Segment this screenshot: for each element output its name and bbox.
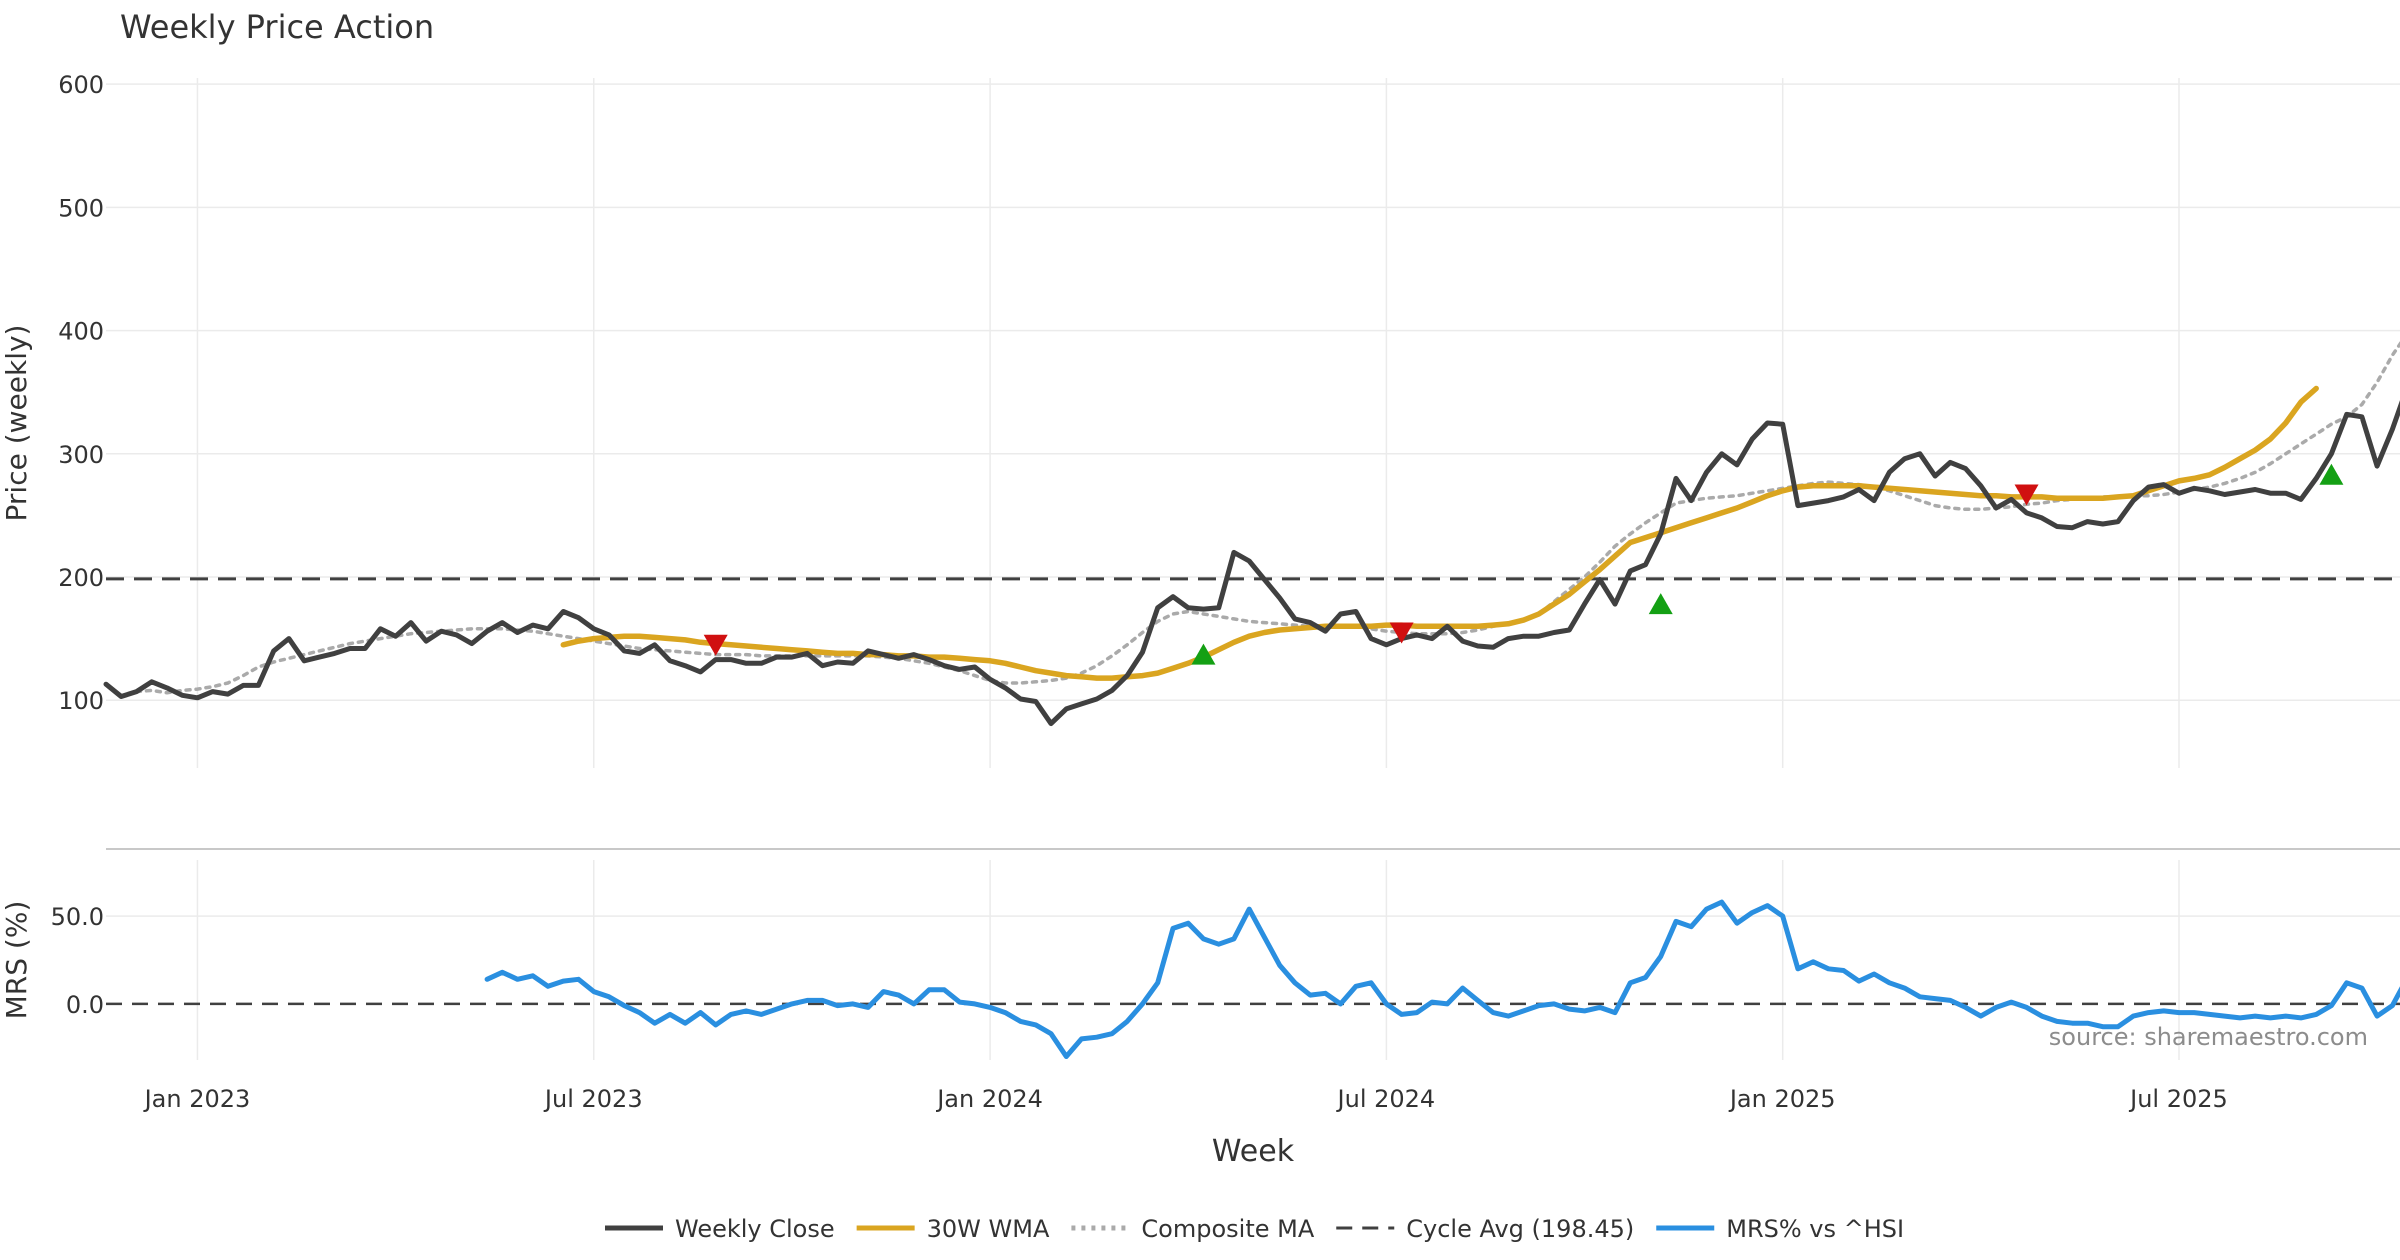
buy-signal-marker (2319, 463, 2344, 485)
price-y-axis-label: Price (weekly) (0, 325, 33, 522)
price-y-tick-label: 400 (58, 318, 104, 346)
mrs-y-tick-label: 50.0 (51, 903, 104, 931)
mrs-y-tick-labels: 0.0 50.0 (51, 903, 104, 1019)
signal-markers (703, 463, 2344, 665)
legend: Weekly Close 30W WMA Composite MA Cycle Avg… (605, 1215, 1904, 1243)
x-tick-label: Jul 2023 (543, 1085, 643, 1113)
sell-signal-marker (703, 634, 728, 656)
buy-signal-marker (1648, 593, 1673, 615)
series-composite-line (134, 341, 2400, 695)
series-mrs-line (484, 899, 2400, 1059)
price-y-tick-labels: 100 200 300 400 500 600 (58, 71, 104, 715)
legend-label-composite: Composite MA (1141, 1215, 1314, 1243)
x-tick-label: Jan 2025 (1728, 1085, 1836, 1113)
legend-label-mrs: MRS% vs ^HSI (1726, 1215, 1904, 1243)
x-axis-label: Week (1212, 1134, 1295, 1169)
price-y-tick-label: 200 (58, 564, 104, 592)
legend-label-wma: 30W WMA (927, 1215, 1050, 1243)
legend-label-close: Weekly Close (675, 1215, 835, 1243)
price-y-tick-label: 600 (58, 71, 104, 99)
sell-signal-marker (2014, 484, 2039, 506)
mrs-series (484, 899, 2400, 1059)
series-close-line (103, 400, 2400, 727)
price-y-tick-label: 100 (58, 687, 104, 715)
chart-title: Weekly Price Action (120, 8, 434, 46)
x-tick-label: Jan 2024 (935, 1085, 1043, 1113)
price-y-tick-label: 500 (58, 194, 104, 222)
mrs-y-axis-label: MRS (%) (0, 901, 33, 1020)
legend-label-cycle: Cycle Avg (198.45) (1406, 1215, 1634, 1243)
x-tick-label: Jul 2024 (1336, 1085, 1436, 1113)
x-tick-labels: Jan 2023 Jul 2023 Jan 2024 Jul 2024 Jan 2025… (143, 1085, 2228, 1113)
sell-signal-marker (1389, 622, 1414, 644)
x-tick-label: Jan 2023 (143, 1085, 251, 1113)
x-tick-label: Jul 2025 (2128, 1085, 2228, 1113)
mrs-y-tick-label: 0.0 (66, 991, 104, 1019)
source-note: source: sharemaestro.com (2049, 1023, 2368, 1051)
price-y-tick-label: 300 (58, 441, 104, 469)
buy-signal-marker (1191, 643, 1216, 665)
